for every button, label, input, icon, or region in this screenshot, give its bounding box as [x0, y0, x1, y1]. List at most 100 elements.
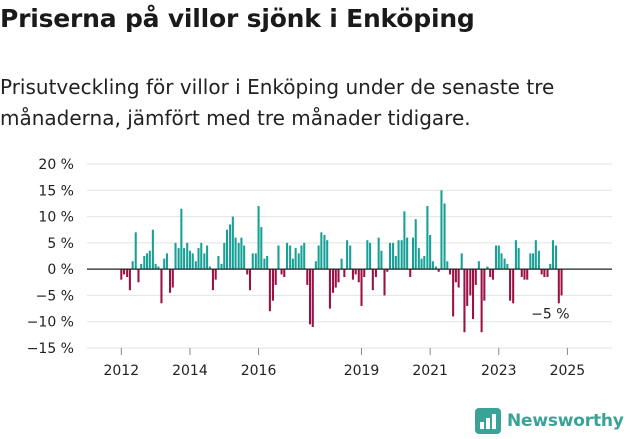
bar: [186, 242, 189, 270]
bar: [134, 232, 137, 270]
bar: [309, 269, 312, 325]
bar: [426, 206, 429, 270]
bar: [183, 248, 186, 270]
bar: [557, 269, 560, 304]
bar: [260, 227, 263, 270]
bar: [357, 269, 360, 283]
x-tick-label: 2014: [172, 363, 208, 379]
bar: [197, 248, 200, 270]
bar: [177, 248, 180, 270]
bar: [400, 240, 403, 270]
bar: [306, 269, 309, 285]
bar: [392, 242, 395, 270]
bar: [251, 253, 254, 270]
bar: [457, 269, 460, 288]
bar: [131, 261, 134, 270]
bar: [268, 269, 271, 312]
bar: [480, 269, 483, 333]
bar: [560, 269, 563, 296]
bar: [180, 208, 183, 270]
bar: [297, 253, 300, 270]
bar: [420, 258, 423, 270]
bar: [286, 242, 289, 270]
bar: [317, 245, 320, 270]
bar: [174, 242, 177, 270]
bar: [474, 269, 477, 285]
bar: [200, 242, 203, 270]
bar: [266, 256, 269, 270]
bar: [188, 250, 191, 270]
bar: [128, 269, 131, 291]
axis-layer: [87, 268, 612, 355]
bar: [394, 256, 397, 270]
bar: [377, 237, 380, 270]
bar: [300, 245, 303, 270]
x-tick-label: 2016: [241, 363, 277, 379]
bar: [274, 269, 277, 285]
bar: [371, 269, 374, 291]
bar: [332, 269, 335, 293]
bar: [169, 269, 172, 293]
bar: [320, 232, 323, 270]
bar: [503, 258, 506, 270]
bar: [143, 256, 146, 270]
bar: [263, 258, 266, 270]
bar: [520, 269, 523, 278]
bar: [248, 269, 252, 291]
bar: [486, 266, 489, 270]
bar: [257, 206, 260, 270]
bar: [406, 237, 409, 270]
bar: [231, 216, 234, 270]
bar: [146, 253, 149, 270]
bar: [526, 269, 529, 280]
bar: [452, 269, 455, 317]
bar: [537, 250, 540, 270]
bar: [363, 269, 366, 278]
bar: [326, 240, 329, 270]
bar: [340, 258, 343, 270]
bar: [366, 240, 369, 270]
grid-layer: [87, 163, 612, 349]
bar: [208, 266, 211, 270]
newsworthy-brand[interactable]: Newsworthy: [475, 408, 624, 434]
bar: [328, 269, 331, 309]
bar: [411, 237, 415, 270]
bar: [203, 253, 206, 270]
bar: [383, 269, 386, 296]
bar: [291, 258, 294, 270]
bar: [549, 263, 552, 270]
bar: [229, 224, 232, 270]
bar: [500, 253, 503, 270]
y-tick-label: −5 %: [36, 288, 74, 304]
last-value-label: −5 %: [531, 306, 569, 322]
bar: [523, 269, 526, 280]
bar: [154, 263, 157, 270]
bar: [311, 269, 314, 327]
x-tick-label: 2025: [550, 363, 586, 379]
bar: [423, 256, 426, 270]
bar: [512, 269, 515, 304]
bar: [160, 269, 163, 304]
bar: [354, 269, 357, 275]
bar: [414, 219, 417, 270]
bar: [214, 269, 217, 280]
bar: [271, 269, 275, 301]
bar: [514, 240, 517, 270]
page-subtitle: Prisutveckling för villor i Enköping und…: [0, 75, 555, 130]
bar: [277, 245, 280, 270]
newsworthy-logo-icon: [475, 408, 501, 434]
bar: [532, 253, 535, 270]
y-tick-label: −15 %: [27, 341, 74, 357]
y-tick-label: 20 %: [38, 157, 74, 173]
bar: [349, 245, 352, 270]
bar: [463, 269, 466, 333]
bar: [429, 234, 432, 270]
bar: [494, 245, 498, 270]
bar-layer: [120, 190, 563, 333]
bar: [123, 269, 126, 275]
bar: [380, 250, 383, 270]
bar: [323, 234, 326, 270]
bar: [254, 253, 257, 270]
bar: [246, 269, 249, 275]
y-tick-label: −10 %: [27, 315, 74, 331]
